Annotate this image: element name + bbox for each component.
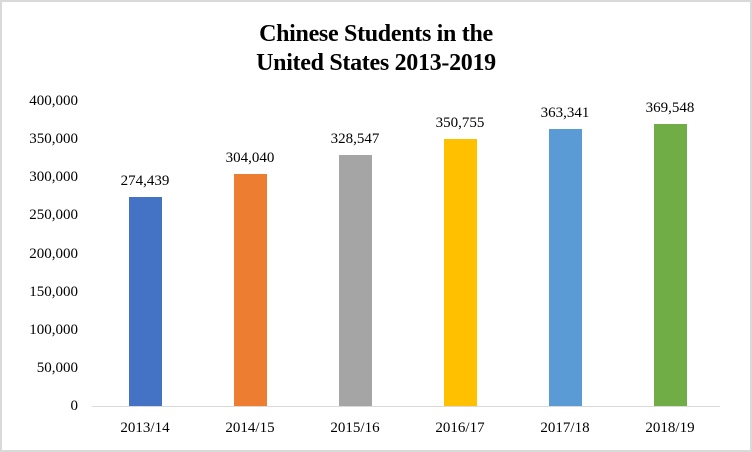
y-tick-label: 50,000 bbox=[36, 359, 78, 376]
x-tick-label: 2018/19 bbox=[645, 420, 695, 436]
y-tick-label: 100,000 bbox=[29, 321, 78, 338]
bar-2018-19 bbox=[653, 124, 687, 406]
y-tick-label: 250,000 bbox=[29, 207, 78, 224]
data-label: 328,547 bbox=[330, 131, 380, 148]
data-label: 363,341 bbox=[540, 104, 590, 121]
x-tick-label: 2014/15 bbox=[225, 420, 275, 436]
y-tick-label: 150,000 bbox=[29, 283, 78, 300]
x-axis-line bbox=[92, 406, 720, 407]
y-tick-label: 350,000 bbox=[29, 131, 78, 148]
x-tick-label: 2015/16 bbox=[330, 420, 380, 436]
data-label: 274,439 bbox=[120, 172, 170, 189]
data-label: 369,548 bbox=[645, 100, 695, 117]
chart-title-line-1: Chinese Students in the bbox=[259, 21, 493, 47]
chart-title-line-2: United States 2013-2019 bbox=[256, 50, 496, 76]
x-tick-label: 2013/14 bbox=[120, 420, 170, 436]
y-tick-label: 200,000 bbox=[29, 245, 78, 262]
x-tick-label: 2016/17 bbox=[435, 420, 485, 436]
bar-2016-17 bbox=[443, 138, 477, 406]
bar-2015-16 bbox=[338, 155, 372, 406]
bar-2013-14 bbox=[128, 196, 162, 406]
data-label: 304,040 bbox=[225, 150, 275, 167]
y-tick-label: 0 bbox=[70, 398, 79, 414]
data-label: 350,755 bbox=[435, 114, 485, 131]
y-tick-label: 300,000 bbox=[29, 169, 78, 186]
y-tick-label: 400,000 bbox=[29, 93, 78, 109]
bar-2014-15 bbox=[233, 174, 267, 406]
x-tick-label: 2017/18 bbox=[540, 420, 590, 436]
bar-2017-18 bbox=[548, 128, 582, 406]
